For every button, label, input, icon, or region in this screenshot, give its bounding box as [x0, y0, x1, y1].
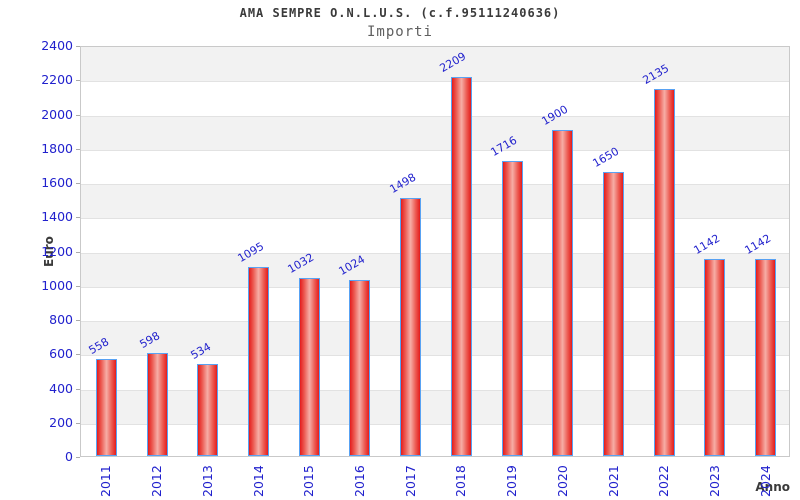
x-tick-label: 2011 [98, 465, 114, 497]
x-tick-label: 2018 [453, 465, 469, 497]
gridline [81, 184, 789, 185]
gridline [81, 218, 789, 220]
y-tick-label: 800 [49, 312, 73, 327]
x-tick-label: 2022 [656, 465, 672, 497]
x-tick-label: 2023 [706, 465, 722, 497]
gridline [81, 252, 789, 254]
bar [146, 353, 168, 456]
y-tick-mark [76, 80, 80, 82]
chart-subtitle: Importi [366, 24, 433, 40]
y-tick-label: 1600 [41, 175, 73, 190]
x-tick-label: 2012 [149, 465, 165, 497]
bar [603, 172, 624, 456]
gridline [81, 115, 789, 117]
x-tick-label: 2024 [757, 465, 773, 497]
plot-band [81, 218, 789, 252]
y-tick-mark [76, 114, 80, 116]
bar [95, 359, 117, 456]
x-tick-label: 2019 [504, 465, 520, 497]
x-tick-label: 2014 [250, 465, 266, 497]
plot-band [81, 252, 789, 287]
x-axis-title: Anno [755, 480, 790, 494]
y-tick-mark [76, 388, 80, 390]
plot-band [81, 115, 789, 150]
plot-band [81, 81, 789, 115]
y-tick-label: 600 [49, 346, 73, 362]
bar [653, 89, 675, 456]
y-tick-mark [76, 251, 80, 253]
gridline [81, 423, 789, 425]
y-tick-mark [76, 320, 80, 321]
gridline [81, 355, 789, 357]
y-tick-mark [76, 217, 80, 219]
gridline [81, 286, 789, 288]
x-tick-label: 2017 [402, 465, 418, 497]
y-tick-mark [76, 422, 80, 424]
plot-band [81, 424, 789, 458]
y-tick-mark [76, 46, 80, 47]
bar [248, 267, 269, 456]
bar [450, 77, 472, 456]
x-tick-label: 2016 [351, 465, 367, 497]
y-tick-label: 200 [49, 414, 73, 430]
y-tick-label: 2400 [41, 38, 73, 53]
plot-band [81, 355, 789, 389]
gridline [81, 81, 789, 83]
gridline [81, 321, 789, 322]
x-tick-label: 2013 [199, 465, 215, 497]
y-tick-label: 1400 [41, 209, 73, 225]
y-tick-mark [76, 285, 80, 287]
y-tick-label: 1800 [41, 140, 73, 156]
bar [349, 280, 371, 456]
plot-band [81, 47, 789, 82]
y-tick-label: 2000 [41, 106, 73, 122]
y-tick-mark [76, 354, 80, 356]
bar [501, 161, 523, 456]
bar [704, 259, 726, 456]
y-tick-label: 400 [49, 380, 73, 396]
plot-area [80, 46, 790, 457]
bar [400, 198, 422, 456]
gridline [81, 389, 789, 391]
y-tick-label: 2200 [41, 72, 73, 88]
plot-band [81, 150, 789, 184]
chart-title: AMA SEMPRE O.N.L.U.S. (c.f.95111240636) [239, 6, 561, 20]
bar [197, 364, 219, 456]
plot-band [81, 389, 789, 424]
x-tick-label: 2015 [301, 465, 317, 497]
y-tick-mark [76, 148, 80, 150]
x-tick-label: 2020 [554, 465, 570, 497]
y-tick-label: 1000 [41, 277, 73, 293]
bar [755, 259, 777, 456]
bar [552, 130, 574, 456]
y-tick-mark [76, 183, 80, 184]
plot-band [81, 287, 789, 321]
bar [298, 278, 320, 456]
y-tick-label: 0 [65, 449, 73, 464]
y-tick-mark [76, 457, 80, 458]
plot-band [81, 184, 789, 219]
y-tick-label: 1200 [41, 243, 73, 259]
gridline [81, 149, 789, 151]
x-tick-label: 2021 [605, 465, 621, 497]
